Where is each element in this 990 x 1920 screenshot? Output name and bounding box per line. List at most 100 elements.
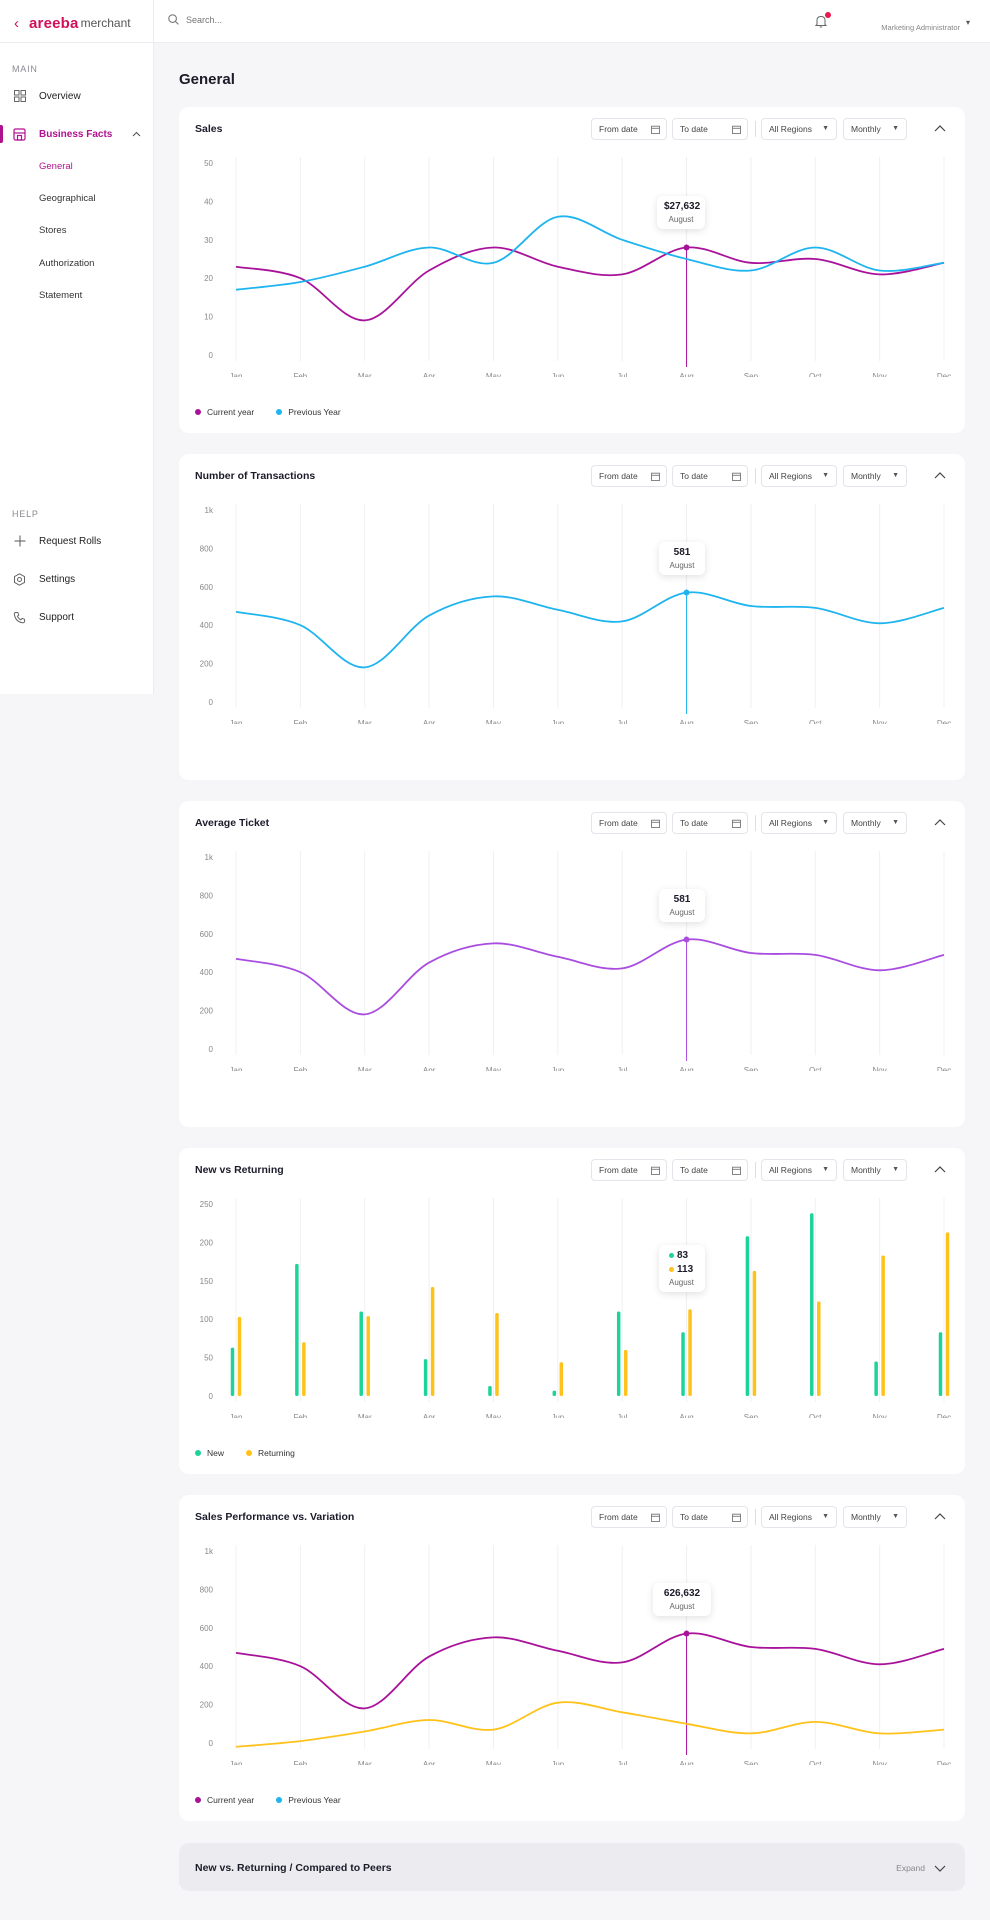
card-sales: Sales From date To date All Regions ▼ Mon… (179, 107, 965, 433)
legend-label: Returning (258, 1448, 295, 1458)
period-select[interactable]: Monthly ▼ (843, 465, 907, 487)
chevron-up-icon[interactable] (933, 468, 947, 482)
y-tick-label: 100 (200, 1315, 214, 1324)
legend-item[interactable]: Previous Year (276, 407, 341, 417)
legend-item[interactable]: Current year (195, 1795, 254, 1805)
period-select[interactable]: Monthly ▼ (843, 118, 907, 140)
to-date-input[interactable]: To date (672, 465, 748, 487)
caret-down-icon: ▼ (892, 125, 899, 132)
sidebar-subitem-statement[interactable]: Statement (39, 290, 83, 301)
period-select[interactable]: Monthly ▼ (843, 1506, 907, 1528)
search-input[interactable] (186, 14, 436, 25)
bar-new (359, 1311, 363, 1396)
user-role[interactable]: Marketing Administrator (881, 23, 960, 32)
regions-label: All Regions (769, 1165, 812, 1175)
regions-select[interactable]: All Regions ▼ (761, 1506, 837, 1528)
bar-new (616, 1311, 621, 1396)
chevron-up-icon[interactable] (933, 121, 947, 135)
from-date-input[interactable]: From date (591, 465, 667, 487)
expand-button[interactable]: Expand (896, 1863, 925, 1873)
series-line-1 (235, 246, 945, 322)
legend-item[interactable]: Previous Year (276, 1795, 341, 1805)
sidebar-item-overview[interactable]: Overview (0, 85, 153, 107)
legend-dot (195, 1450, 201, 1456)
bar-returning (623, 1349, 628, 1396)
regions-select[interactable]: All Regions ▼ (761, 465, 837, 487)
legend-dot (669, 1253, 674, 1258)
from-date-input[interactable]: From date (591, 1159, 667, 1181)
x-tick-label: Jan (230, 719, 243, 724)
x-tick-label: Jun (551, 1413, 564, 1418)
period-label: Monthly (851, 471, 881, 481)
regions-select[interactable]: All Regions ▼ (761, 1159, 837, 1181)
sidebar-item-support[interactable]: Support (0, 606, 153, 628)
divider (755, 815, 756, 831)
sidebar-subitem-stores[interactable]: Stores (39, 225, 67, 236)
from-date-input[interactable]: From date (591, 1506, 667, 1528)
from-date-input[interactable]: From date (591, 118, 667, 140)
bar-returning (817, 1301, 821, 1396)
bar-new (874, 1361, 878, 1396)
chevron-up-icon[interactable] (933, 815, 947, 829)
from-date-input[interactable]: From date (591, 812, 667, 834)
legend-item[interactable]: Returning (246, 1448, 295, 1458)
gear-icon (13, 572, 26, 586)
bar-returning (688, 1309, 692, 1396)
x-tick-label: Jun (551, 1066, 564, 1071)
y-tick-label: 600 (200, 930, 214, 939)
sidebar-subitem-general[interactable]: General (39, 161, 73, 172)
chevron-up-icon[interactable] (933, 1162, 947, 1176)
sidebar-item-request-rolls[interactable]: Request Rolls (0, 530, 153, 552)
legend-item[interactable]: New (195, 1448, 224, 1458)
x-tick-label: Jul (617, 719, 627, 724)
notification-bell[interactable] (814, 12, 831, 28)
to-date-input[interactable]: To date (672, 1506, 748, 1528)
sidebar-item-business-facts[interactable]: Business Facts (0, 123, 153, 145)
highlight-point (683, 589, 690, 596)
sales-chart: Jan Feb Mar Apr May Jun Jul Aug Sep Oct Nov Dec 0 10 2… (204, 157, 951, 377)
period-select[interactable]: Monthly ▼ (843, 1159, 907, 1181)
calendar-icon (732, 472, 741, 481)
logo: ‹ areeba merchant (14, 13, 131, 33)
peers-panel[interactable]: New vs. Returning / Compared to Peers Ex… (179, 1843, 965, 1891)
sidebar-subitem-geographical[interactable]: Geographical (39, 193, 96, 204)
caret-down-icon: ▼ (822, 819, 829, 826)
to-date-input[interactable]: To date (672, 1159, 748, 1181)
regions-select[interactable]: All Regions ▼ (761, 812, 837, 834)
sales-performance-chart: Jan Feb Mar Apr May Jun Jul Aug Sep Oct Nov Dec 0 200… (200, 1545, 951, 1765)
chevron-up-icon[interactable] (933, 1509, 947, 1523)
chevron-down-icon[interactable] (933, 1861, 947, 1875)
tooltip-value: 626,632 (663, 1588, 701, 1599)
y-tick-label: 50 (204, 1354, 213, 1363)
sidebar-subitem-authorization[interactable]: Authorization (39, 258, 95, 269)
chart-tooltip: 581 August (659, 542, 705, 575)
chevron-up-icon[interactable] (132, 129, 141, 140)
card-title: Sales (195, 123, 223, 135)
regions-label: All Regions (769, 471, 812, 481)
to-date-input[interactable]: To date (672, 118, 748, 140)
x-tick-label: Feb (293, 1066, 307, 1071)
back-chevron-icon[interactable]: ‹ (14, 14, 19, 32)
series-line-2 (235, 1701, 945, 1748)
card-title: New vs Returning (195, 1164, 284, 1176)
tooltip-value: $27,632 (664, 201, 701, 212)
regions-select[interactable]: All Regions ▼ (761, 118, 837, 140)
x-tick-label: Oct (809, 1413, 822, 1418)
to-date-label: To date (680, 124, 708, 134)
divider (755, 468, 756, 484)
bar-new (488, 1386, 492, 1396)
y-tick-label: 400 (200, 968, 214, 977)
y-tick-label: 0 (209, 1739, 214, 1748)
to-date-input[interactable]: To date (672, 812, 748, 834)
divider (755, 1162, 756, 1178)
period-select[interactable]: Monthly ▼ (843, 812, 907, 834)
series-line-2 (235, 215, 945, 291)
legend-item[interactable]: Current year (195, 407, 254, 417)
y-tick-label: 800 (200, 891, 214, 900)
bar-returning (366, 1316, 370, 1396)
sidebar-item-settings[interactable]: Settings (0, 568, 153, 590)
x-tick-label: Aug (679, 372, 693, 377)
caret-down-icon[interactable]: ▾ (965, 18, 970, 27)
y-tick-label: 50 (204, 159, 213, 168)
x-tick-label: Jan (230, 1760, 243, 1765)
